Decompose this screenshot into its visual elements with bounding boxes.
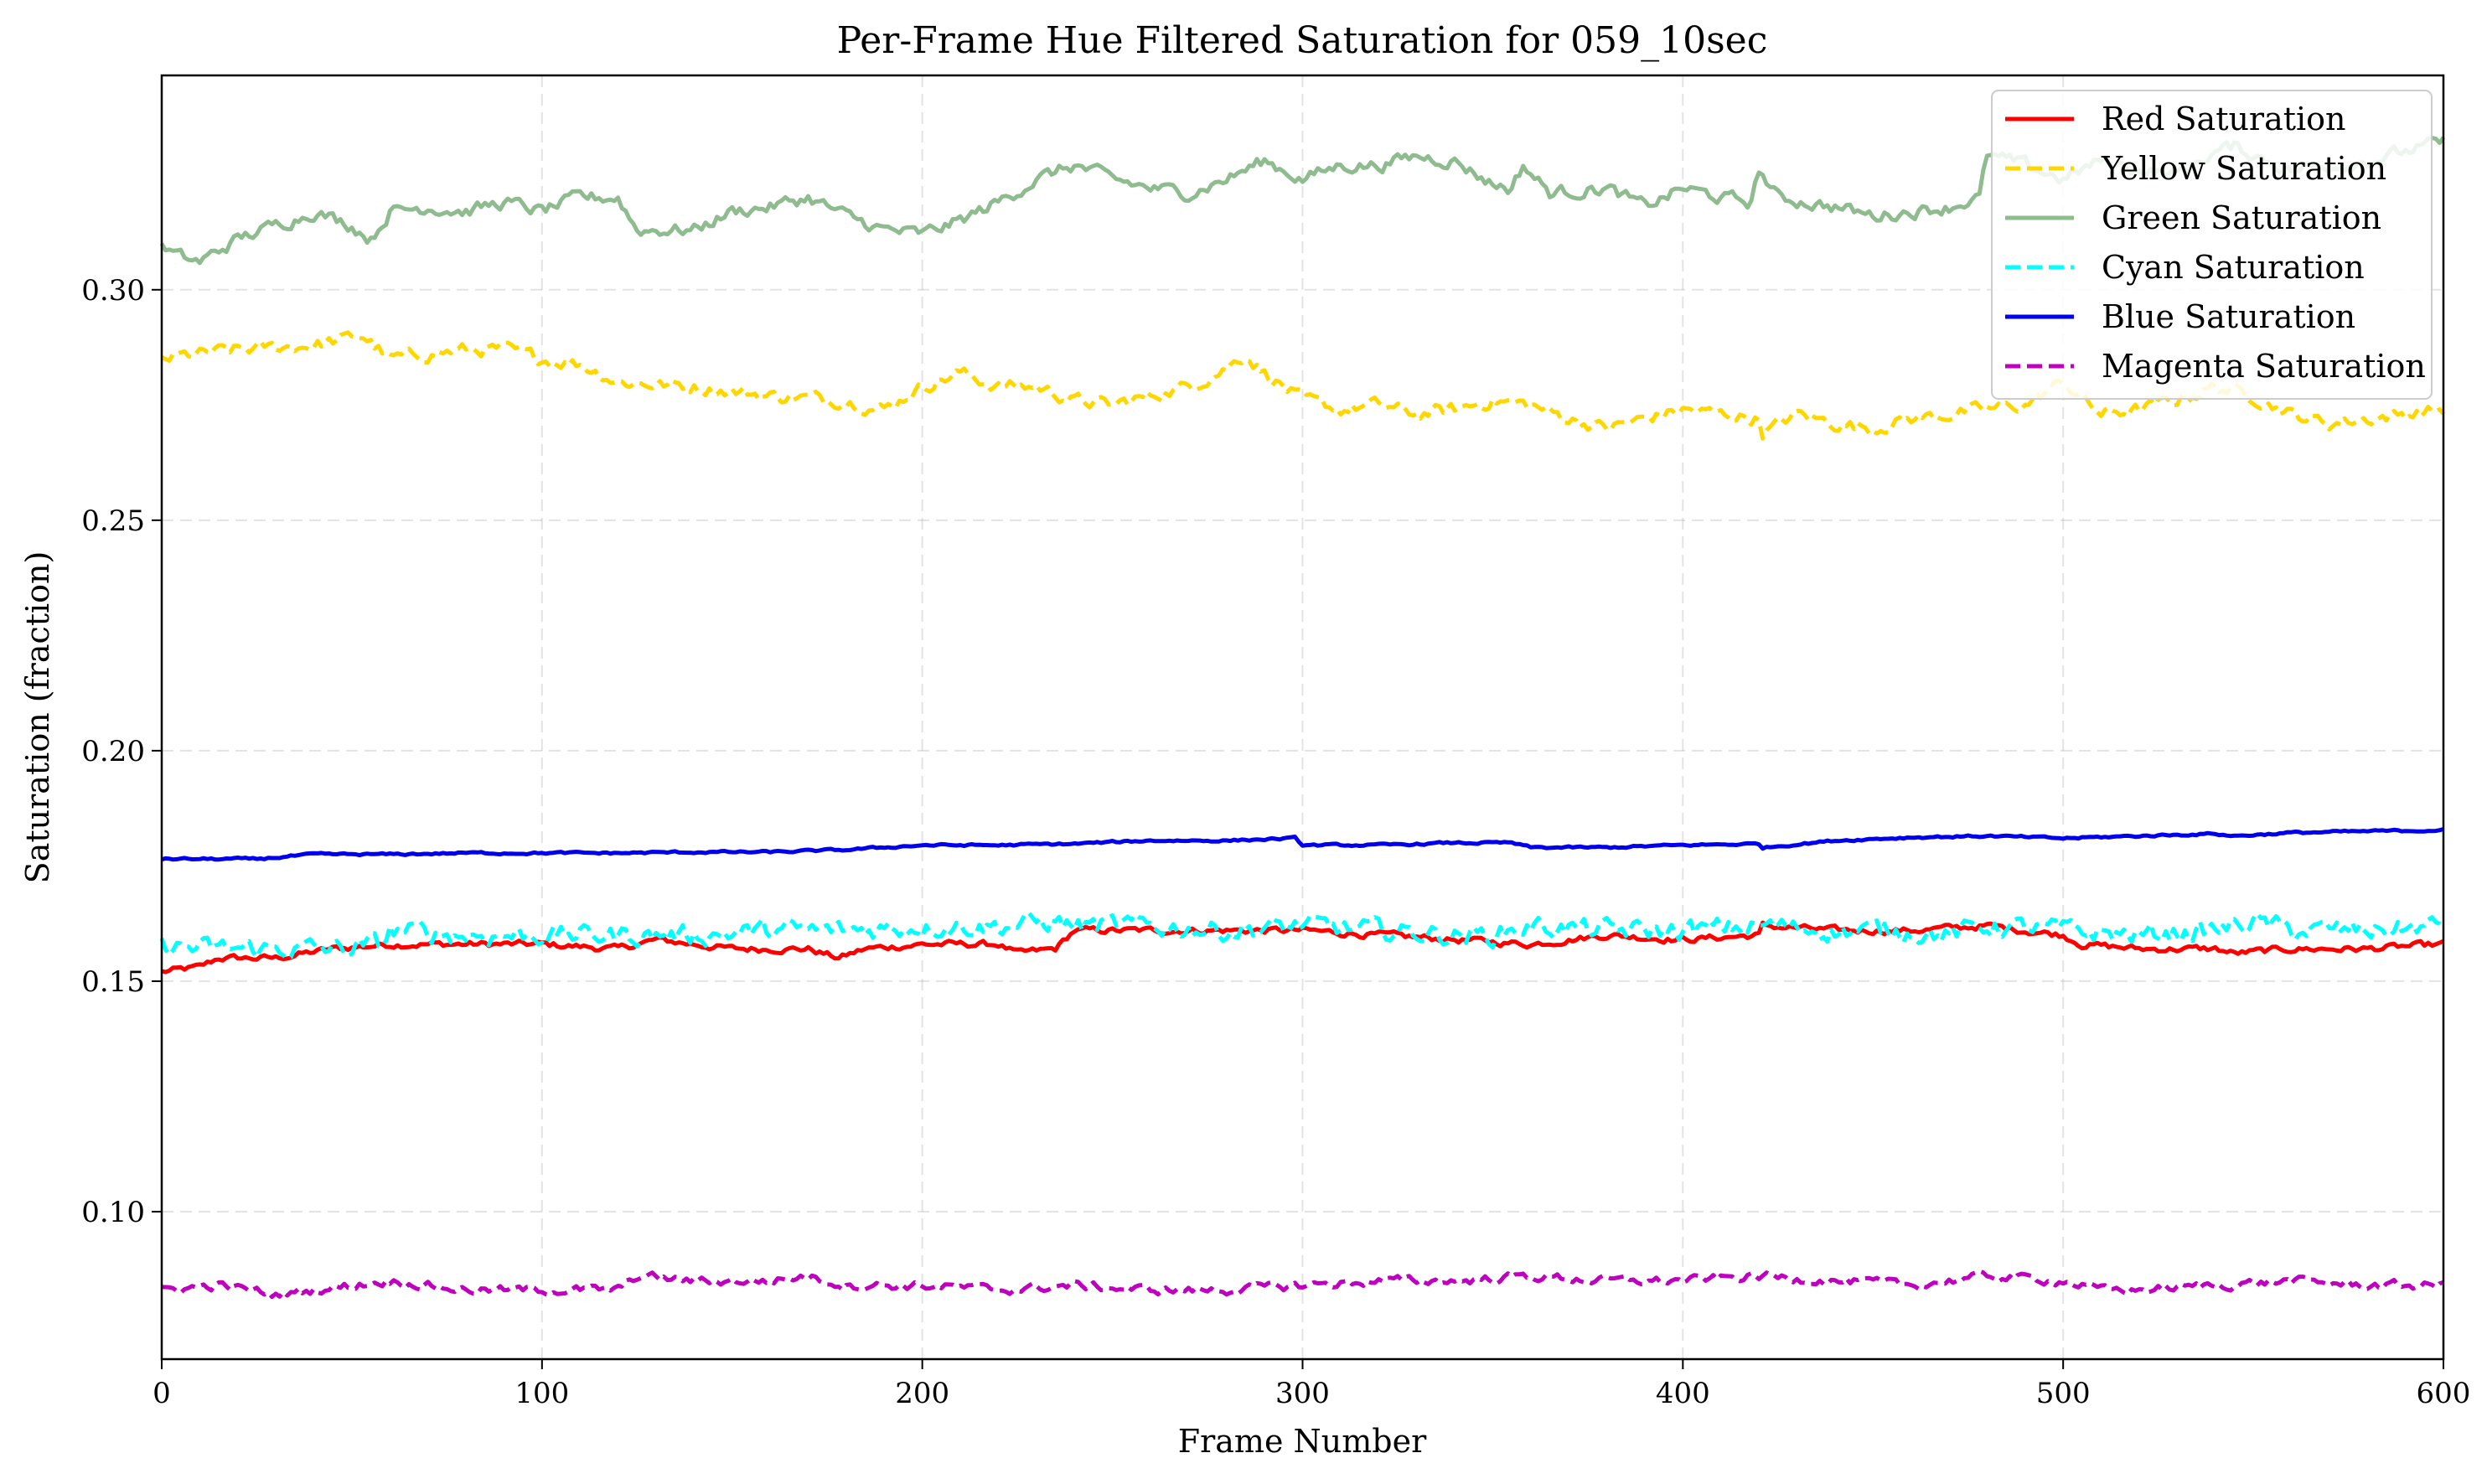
legend-label-green-saturation: Green Saturation — [2102, 199, 2381, 236]
x-tick-label: 600 — [2417, 1377, 2471, 1410]
y-tick-label: 0.15 — [81, 965, 145, 999]
legend-label-cyan-saturation: Cyan Saturation — [2102, 249, 2365, 286]
legend-box — [1991, 90, 2433, 400]
yellow-saturation-line — [160, 330, 2445, 441]
legend: Red Saturation Yellow Saturation Green Sat… — [1991, 90, 2433, 400]
y-tick-label: 0.25 — [81, 504, 145, 538]
x-tick-label: 300 — [1275, 1377, 1330, 1410]
x-tick-label: 0 — [153, 1377, 171, 1410]
legend-label-yellow-saturation: Yellow Saturation — [2101, 150, 2386, 187]
cyan-saturation-line — [159, 910, 2445, 961]
y-tick-label: 0.20 — [81, 735, 145, 768]
legend-label-blue-saturation: Blue Saturation — [2102, 298, 2355, 335]
axis-ticks: 0 100 200 300 400 500 600 0.10 0.15 0.20 0.25 0.30 — [81, 274, 2470, 1410]
magenta-saturation-line — [161, 1269, 2444, 1300]
plot-lines — [159, 136, 2446, 1300]
y-axis-label: Saturation (fraction) — [19, 551, 56, 884]
x-axis-label: Frame Number — [1178, 1423, 1427, 1460]
y-tick-label: 0.10 — [81, 1196, 145, 1229]
y-tick-label: 0.30 — [81, 274, 145, 308]
legend-label-magenta-saturation: Magenta Saturation — [2102, 348, 2426, 385]
x-tick-label: 200 — [895, 1377, 949, 1410]
x-tick-label: 100 — [514, 1377, 569, 1410]
x-tick-label: 500 — [2036, 1377, 2091, 1410]
grid — [162, 75, 2443, 1359]
legend-label-red-saturation: Red Saturation — [2102, 101, 2346, 137]
x-tick-label: 400 — [1656, 1377, 1710, 1410]
blue-saturation-line — [161, 827, 2444, 862]
chart-title: Per-Frame Hue Filtered Saturation for 05… — [837, 19, 1768, 62]
